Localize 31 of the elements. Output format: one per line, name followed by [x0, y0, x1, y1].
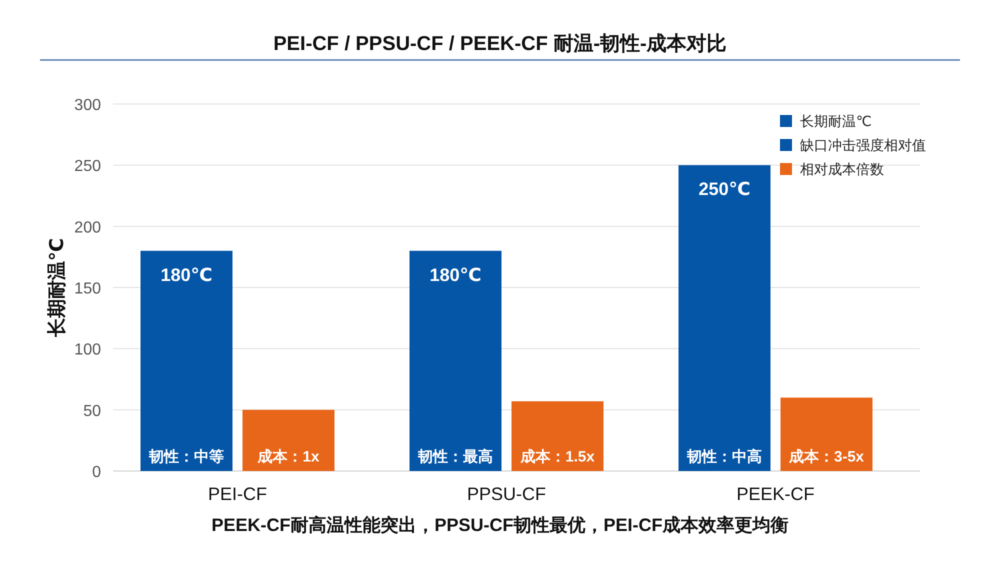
y-tick-label: 150 [74, 280, 102, 298]
bar [242, 410, 334, 471]
bar [140, 250, 232, 471]
text: PEEK-CF耐高温性能突出，PPSU-CF韧性最优，PEI-CF成本效率更均衡 [211, 515, 789, 535]
legend-label: 缺口冲击强度相对值 [800, 137, 926, 153]
y-tick-label: 250 [74, 158, 102, 176]
x-tick-label: PPSU-CF [466, 484, 546, 504]
y-axis-title: 长期耐温℃ [46, 238, 68, 338]
y-tick-label: 300 [74, 97, 102, 114]
bar [410, 250, 502, 471]
data-label: 250℃ [698, 179, 750, 200]
annotation: 成本：3-5x [788, 448, 865, 466]
y-tick-label: 200 [74, 219, 102, 236]
legend-label: 长期耐温℃ [800, 113, 872, 129]
annotation: 成本：1.5x [519, 448, 596, 466]
y-tick-label: 0 [92, 464, 102, 481]
annotation: 成本：1x [256, 448, 320, 466]
chart-title: PEI-CF / PPSU-CF / PEEK-CF 耐温-韧性-成本对比 [273, 33, 727, 55]
annotation: 韧性：最高 [417, 447, 493, 466]
data-label: 180℃ [160, 264, 212, 285]
annotation: 韧性：中等 [148, 448, 224, 466]
bar [678, 165, 770, 471]
legend-label: 相对成本倍数 [800, 161, 884, 177]
annotation: 韧性：中高 [686, 447, 762, 466]
x-tick-label: PEI-CF [208, 484, 268, 504]
x-tick-label: PEEK-CF [736, 484, 815, 504]
y-tick-label: 50 [83, 402, 102, 420]
y-tick-label: 100 [74, 342, 102, 359]
bar [512, 401, 604, 471]
data-label: 180℃ [430, 264, 482, 285]
bar [780, 398, 872, 471]
